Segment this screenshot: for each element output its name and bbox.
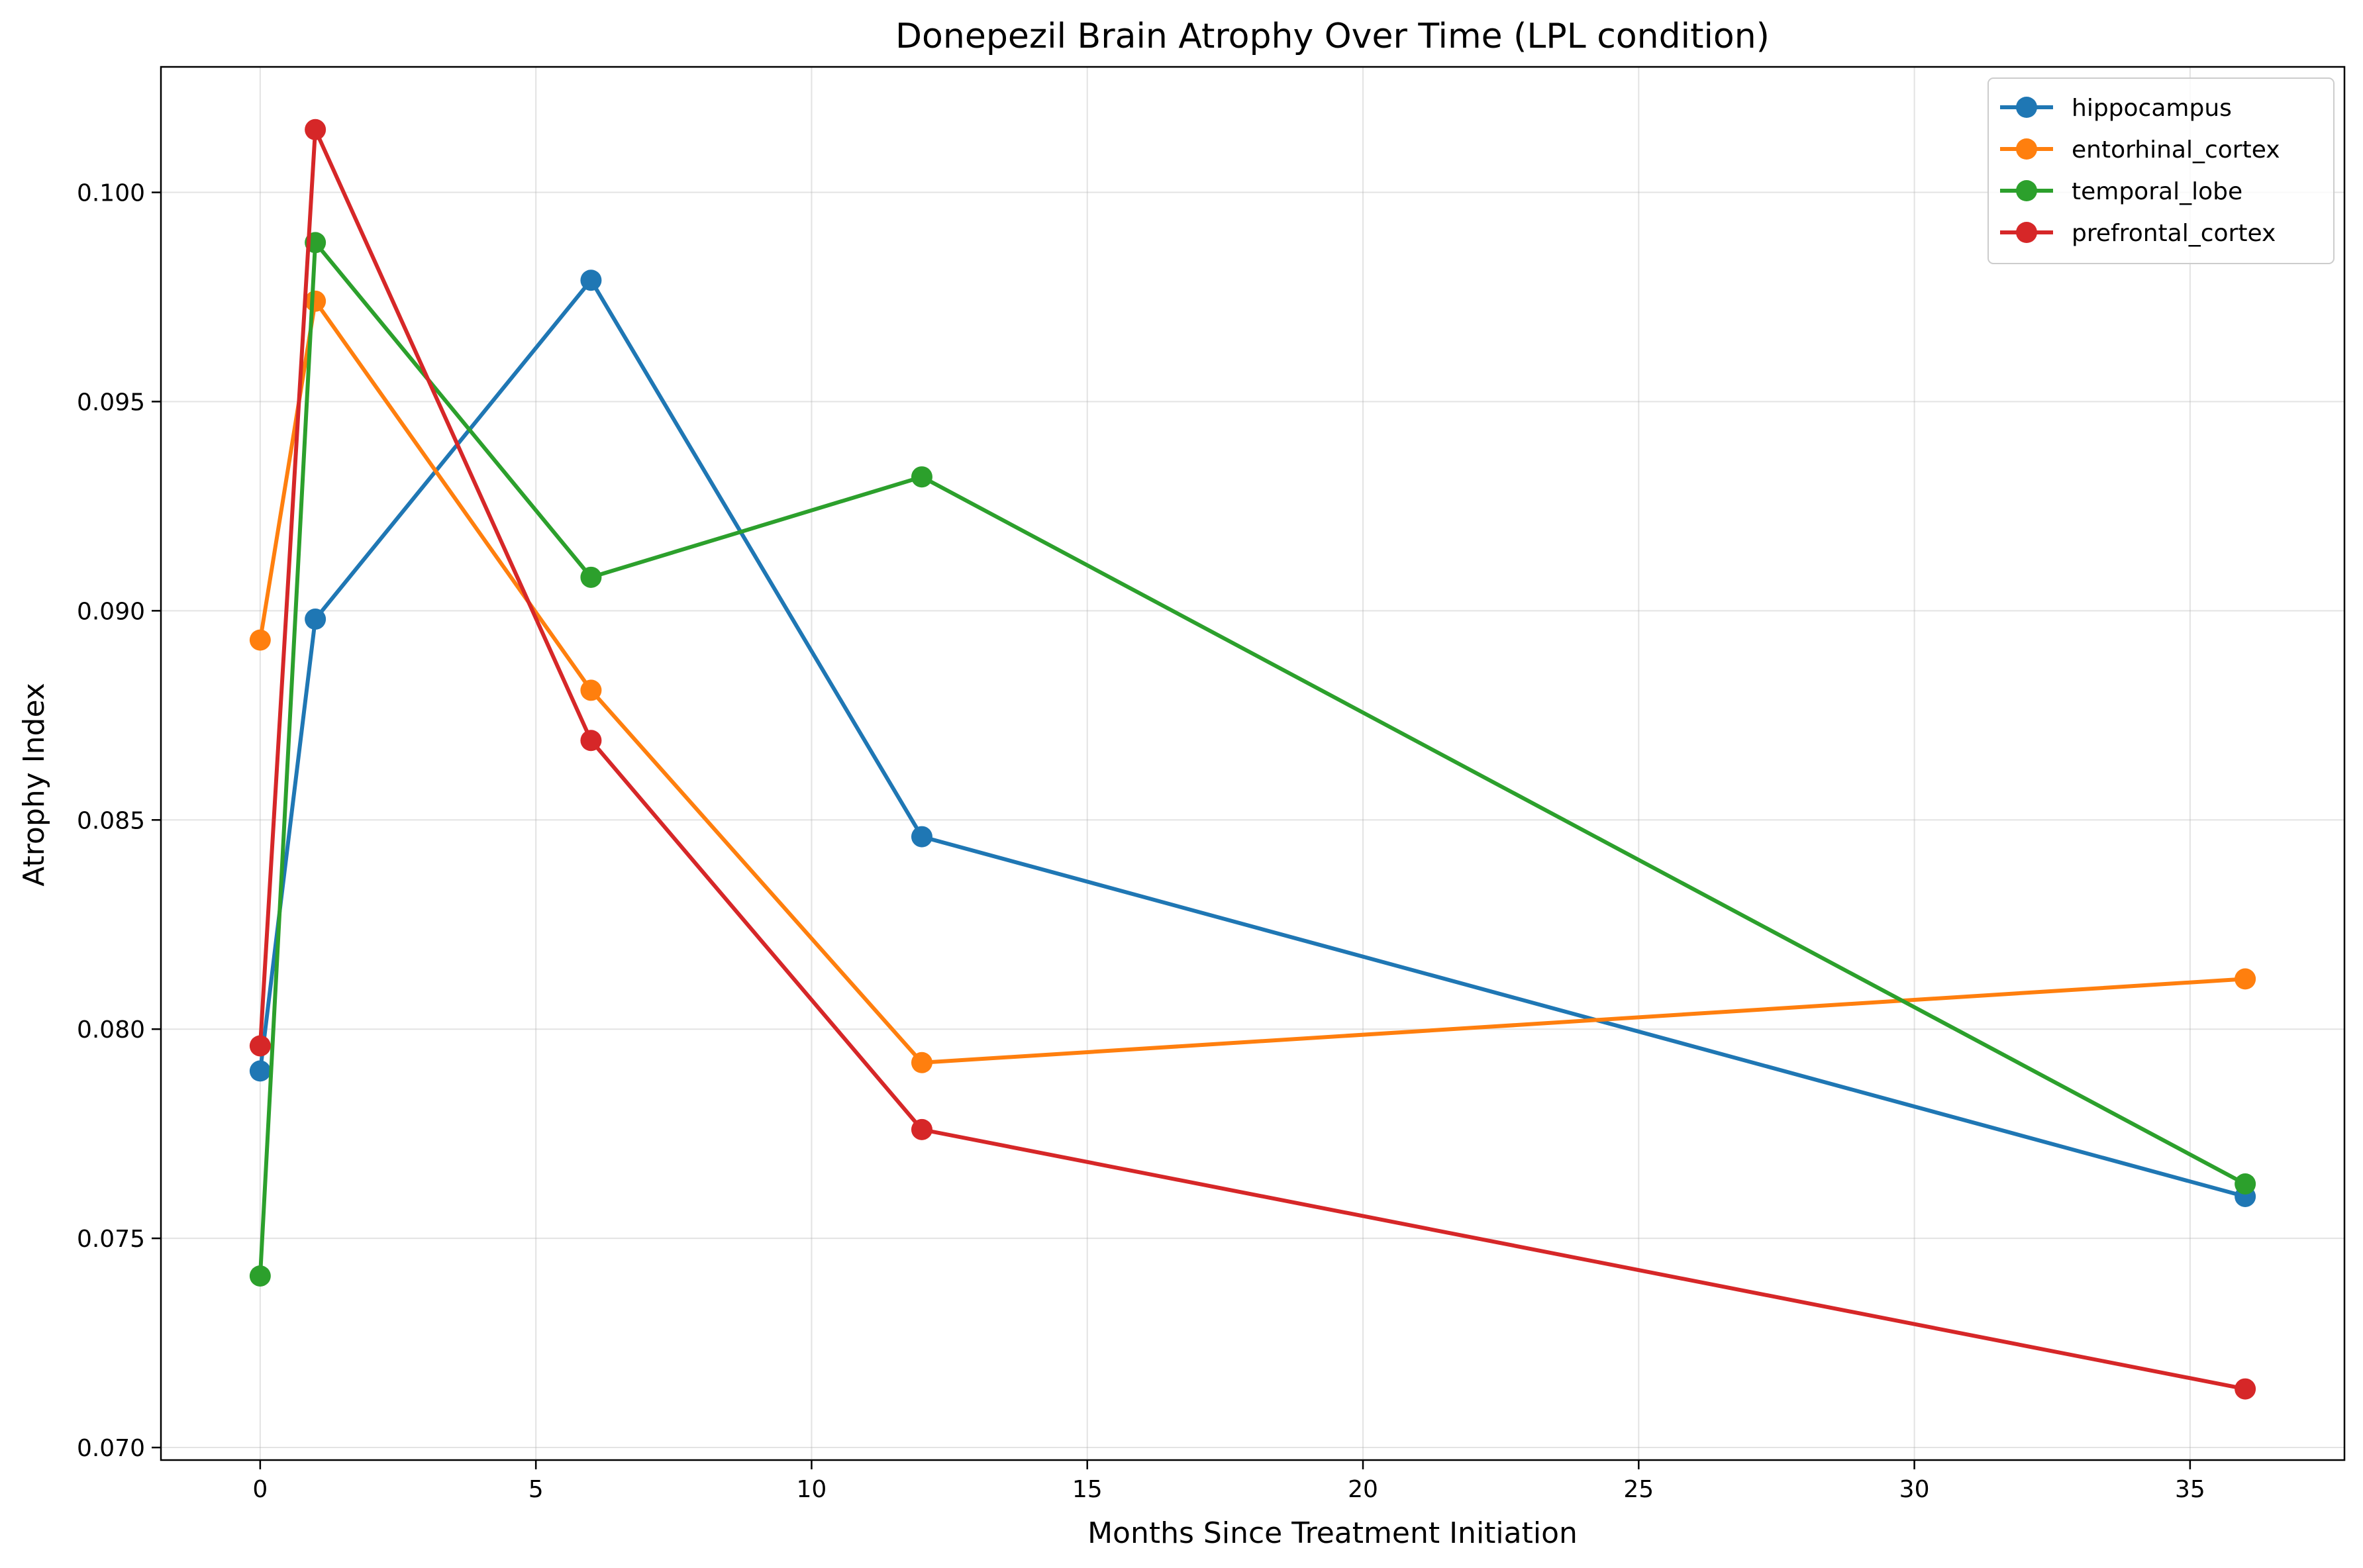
x-tick-label: 0 [252, 1476, 268, 1503]
data-point-hippocampus [249, 1060, 271, 1082]
data-point-hippocampus [580, 270, 602, 291]
data-point-prefrontal_cortex [249, 1035, 271, 1057]
data-point-hippocampus [911, 826, 932, 848]
plot-frame [160, 66, 2346, 1461]
x-tick-label: 35 [2175, 1476, 2205, 1503]
data-point-temporal_lobe [580, 566, 602, 588]
y-tick-label: 0.075 [77, 1226, 145, 1253]
y-axis: 0.070 0.075 0.080 0.085 0.090 0.095 0.100 [77, 180, 161, 1462]
legend-label: temporal_lobe [2072, 178, 2242, 205]
series-layer [249, 119, 2256, 1400]
data-point-entorhinal_cortex [2235, 968, 2256, 990]
legend: hippocampus entorhinal_cortex temporal_lob… [1987, 77, 2335, 264]
data-point-temporal_lobe [911, 466, 932, 488]
data-point-prefrontal_cortex [911, 1118, 932, 1140]
y-tick-label: 0.100 [77, 180, 145, 207]
series-hippocampus [249, 270, 2256, 1207]
legend-item-hippocampus: hippocampus [2000, 95, 2232, 122]
series-temporal_lobe [249, 232, 2256, 1287]
y-tick-label: 0.095 [77, 389, 145, 416]
data-point-prefrontal_cortex [2235, 1378, 2256, 1400]
y-axis-label: Atrophy Index [17, 683, 51, 887]
x-tick-label: 20 [1348, 1476, 1378, 1503]
x-tick-label: 15 [1072, 1476, 1103, 1503]
legend-swatch-marker [2016, 180, 2037, 201]
series-line-temporal_lobe [258, 240, 2248, 1278]
legend-swatch-marker [2016, 138, 2037, 160]
data-point-entorhinal_cortex [305, 290, 327, 312]
y-tick-label: 0.080 [77, 1016, 145, 1044]
series-entorhinal_cortex [249, 290, 2256, 1073]
data-point-entorhinal_cortex [911, 1052, 932, 1073]
y-tick-label: 0.070 [77, 1435, 145, 1462]
data-point-prefrontal_cortex [580, 730, 602, 752]
legend-swatch-marker [2016, 222, 2037, 243]
y-tick-label: 0.085 [77, 807, 145, 834]
data-point-temporal_lobe [2235, 1173, 2256, 1195]
legend-label: entorhinal_cortex [2072, 136, 2280, 164]
data-point-prefrontal_cortex [305, 119, 327, 140]
legend-item-prefrontal_cortex: prefrontal_cortex [2000, 220, 2276, 247]
series-line-hippocampus [258, 278, 2248, 1199]
x-axis: 0 5 10 15 20 25 30 35 [252, 1460, 2205, 1503]
legend-box [1987, 77, 2335, 264]
series-line-entorhinal_cortex [258, 299, 2248, 1065]
legend-label: prefrontal_cortex [2072, 220, 2276, 247]
x-axis-label: Months Since Treatment Initiation [1087, 1516, 1578, 1550]
legend-swatch-marker [2016, 97, 2037, 118]
y-tick-label: 0.090 [77, 598, 145, 625]
legend-item-temporal_lobe: temporal_lobe [2000, 178, 2242, 205]
x-tick-label: 25 [1623, 1476, 1654, 1503]
legend-item-entorhinal_cortex: entorhinal_cortex [2000, 136, 2280, 164]
x-tick-label: 30 [1899, 1476, 1930, 1503]
legend-label: hippocampus [2072, 95, 2232, 122]
data-point-entorhinal_cortex [249, 629, 271, 651]
series-prefrontal_cortex [249, 119, 2256, 1400]
grid [161, 67, 2344, 1460]
x-tick-label: 10 [797, 1476, 827, 1503]
data-point-hippocampus [305, 609, 327, 630]
data-point-temporal_lobe [249, 1265, 271, 1287]
data-point-entorhinal_cortex [580, 679, 602, 701]
x-tick-label: 5 [528, 1476, 544, 1503]
chart-title: Donepezil Brain Atrophy Over Time (LPL c… [895, 17, 1770, 56]
